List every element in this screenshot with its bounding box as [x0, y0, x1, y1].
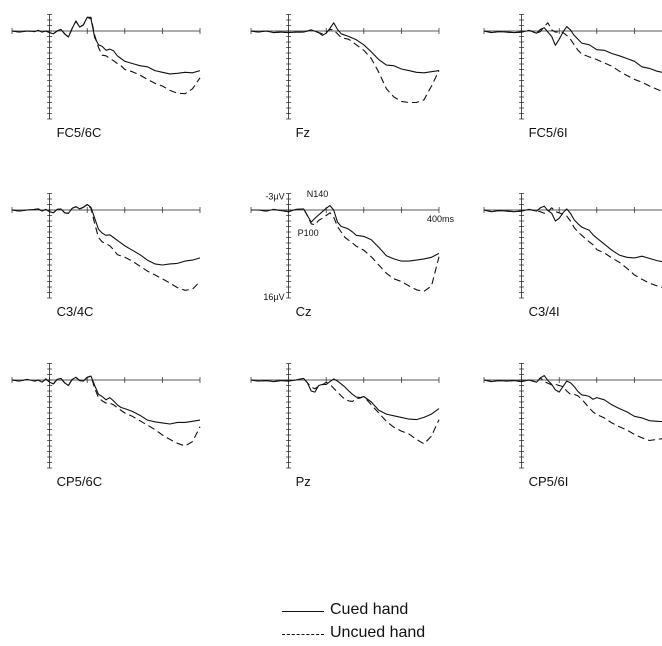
- erp-panel-fz: Fz: [250, 14, 440, 140]
- electrode-label: CP5/6C: [57, 474, 103, 489]
- uncued-hand-line: [483, 377, 662, 442]
- legend-entry-uncued: Uncued hand: [280, 623, 500, 646]
- electrode-label: C3/4I: [529, 304, 560, 319]
- erp-panel-fc5-6c: FC5/6C: [11, 14, 201, 140]
- uncued-hand-line: [483, 207, 662, 288]
- erp-panel-cp5-6i: CP5/6I: [483, 363, 662, 489]
- electrode-label: C3/4C: [57, 304, 94, 319]
- electrode-label: FC5/6C: [57, 125, 102, 140]
- cued-hand-line: [250, 22, 440, 74]
- uncued-hand-line: [11, 16, 201, 95]
- electrode-label: Pz: [296, 474, 311, 489]
- peak-label-n140: N140: [307, 189, 329, 199]
- electrode-label: CP5/6I: [529, 474, 569, 489]
- uncued-hand-line: [11, 375, 201, 447]
- electrode-label: Cz: [296, 304, 312, 319]
- legend: Cued hand Uncued hand: [280, 600, 500, 646]
- cued-hand-line: [11, 375, 201, 425]
- legend-solid-line-swatch: [282, 611, 324, 612]
- erp-panel-pz: Pz: [250, 363, 440, 489]
- uncued-hand-line: [251, 208, 440, 292]
- legend-label-uncued: Uncued hand: [330, 624, 426, 641]
- erp-panel-fc5-6i: FC5/6I: [483, 14, 662, 140]
- cued-hand-line: [483, 205, 662, 263]
- uncued-hand-line: [250, 28, 440, 104]
- legend-entry-cued: Cued hand: [280, 600, 500, 623]
- peak-label-p100: P100: [298, 228, 319, 238]
- cued-hand-line: [11, 203, 201, 266]
- erp-panel-c3-4c: C3/4C: [11, 193, 201, 319]
- y-top-label: -3µV: [265, 192, 284, 202]
- cued-hand-line: [483, 375, 662, 423]
- erp-panel-c3-4i: C3/4I: [483, 193, 662, 319]
- cued-hand-line: [11, 16, 201, 75]
- uncued-hand-line: [11, 203, 201, 291]
- legend-dashed-line-swatch: [282, 634, 324, 635]
- cued-hand-line: [251, 205, 440, 262]
- y-bottom-label: 16µV: [263, 292, 284, 302]
- erp-panel-cp5-6c: CP5/6C: [11, 363, 201, 489]
- cued-hand-line: [483, 26, 662, 73]
- uncued-hand-line: [483, 22, 662, 93]
- x-end-label: 400ms: [427, 214, 455, 224]
- legend-label-cued: Cued hand: [330, 601, 409, 618]
- uncued-hand-line: [250, 377, 440, 445]
- electrode-label: Fz: [296, 125, 310, 140]
- erp-panel-cz: Cz -3µV 16µV 400ms P100 N140: [250, 189, 455, 319]
- cued-hand-line: [250, 377, 440, 421]
- electrode-label: FC5/6I: [529, 125, 568, 140]
